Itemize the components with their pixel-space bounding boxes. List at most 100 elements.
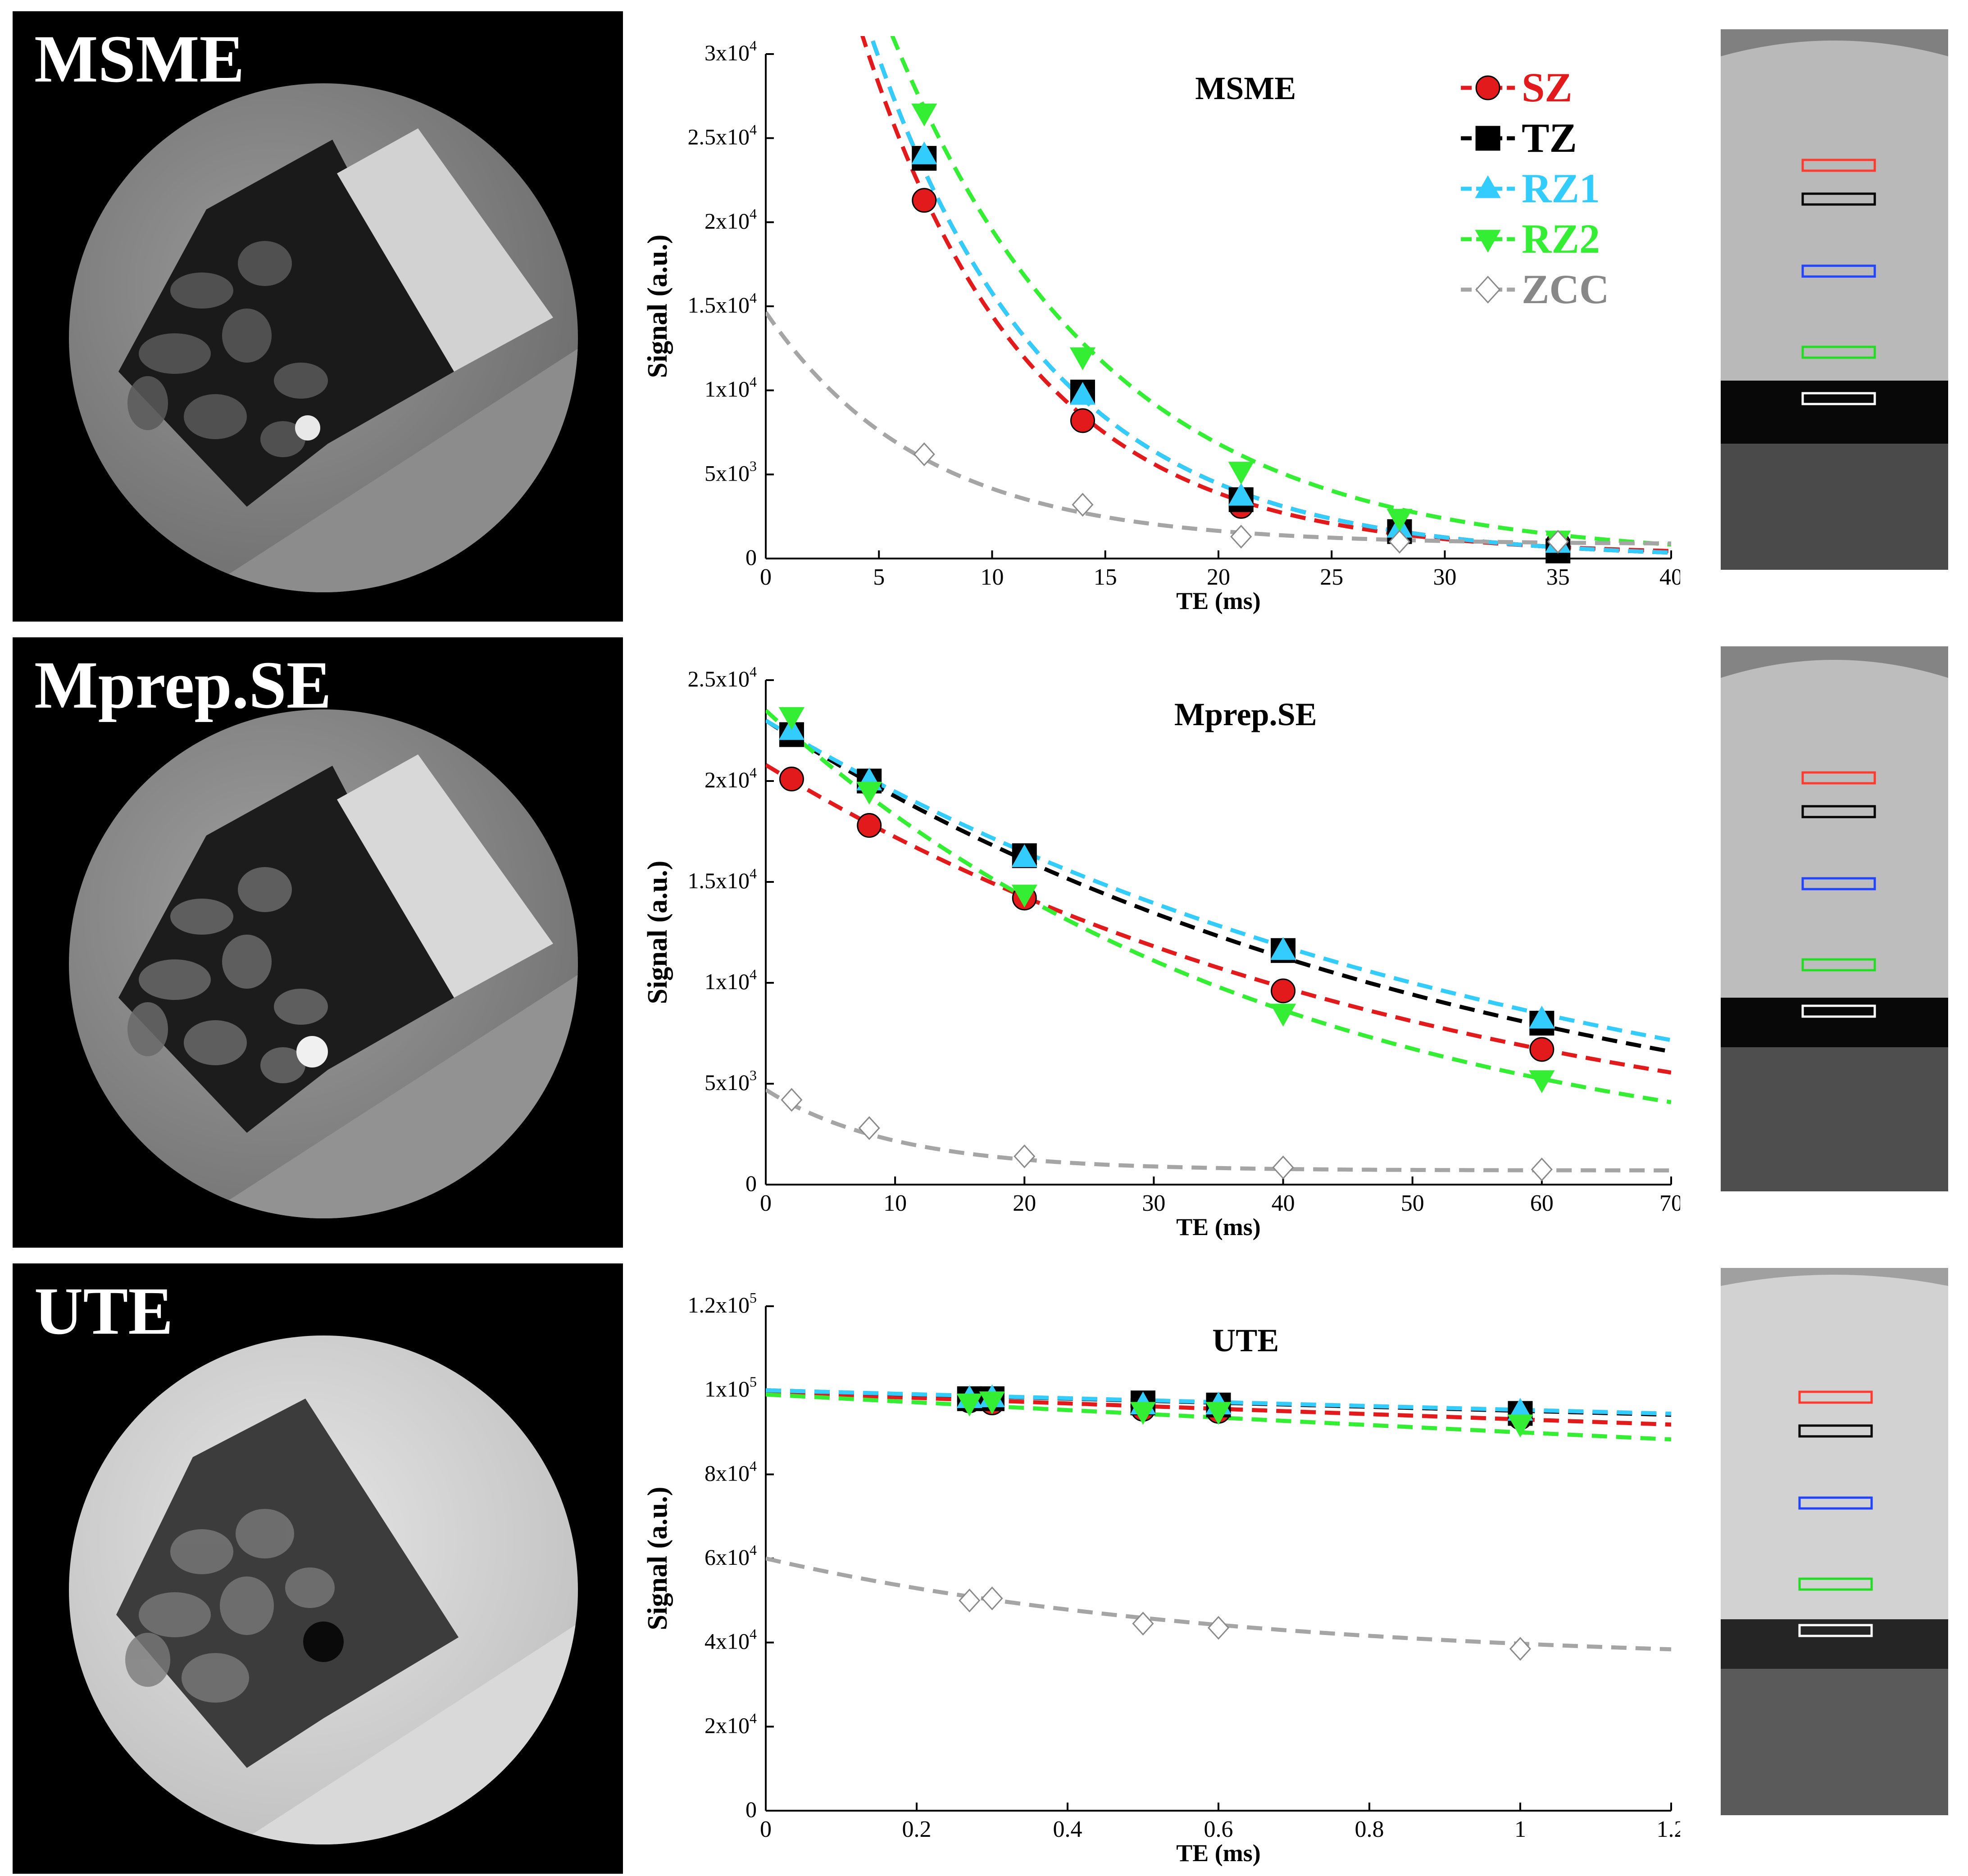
row-msme: MSME 0 5 10 15 20 25 30 35 40 0 5x103 1x104 1.5x104 2… [0, 11, 1968, 624]
data-point-zcc [1531, 1157, 1553, 1181]
data-point-rz2 [778, 707, 805, 730]
data-point-rz2 [979, 1391, 1005, 1414]
y-axis-label: Signal (a.u.) [642, 235, 673, 378]
y-tick-label: 2x104 [704, 1710, 757, 1738]
chart-mprep-se: 0 10 20 30 40 50 60 70 0 5x103 1x104 1.5x104 2x104 2.… [631, 637, 1680, 1250]
data-point-zcc [1547, 530, 1569, 554]
chart-ute: 0 0.2 0.4 0.6 0.8 1 1.2 0 2x104 4x104 6x104 8x104 1x… [631, 1263, 1680, 1876]
x-tick-label: 30 [1433, 564, 1457, 590]
data-point-rz2 [1507, 1414, 1533, 1438]
y-tick-exponent: 4 [750, 865, 757, 881]
data-point-zcc [1072, 493, 1094, 517]
data-point-rz1 [1069, 382, 1096, 405]
chart-svg-msme: 0 5 10 15 20 25 30 35 4005x1031x1041.5x1042x1042… [642, 36, 1680, 614]
x-tick-label: 10 [981, 564, 1004, 590]
series-rz2 [778, 707, 1555, 1093]
y-tick-mantissa: 2.5x10 [688, 124, 750, 150]
x-tick-label: 35 [1546, 564, 1570, 590]
legend-label-rz2: RZ2 [1522, 216, 1600, 262]
roi-box-zcc [1798, 1624, 1873, 1637]
y-tick-exponent: 4 [750, 966, 757, 982]
chart-svg-mprep-se: 0 10 20 30 40 50 60 7005x1031x1041.5x1042x1042.… [642, 663, 1680, 1240]
strip-top-edge [1721, 646, 1948, 678]
roi-box-rz1 [1801, 264, 1876, 278]
fit-curve-sz [766, 763, 1671, 1075]
data-point-rz2 [911, 103, 937, 127]
series-rz1 [778, 717, 1555, 1029]
y-tick-mantissa: 1.5x10 [688, 868, 750, 893]
data-point-rz1 [911, 141, 937, 164]
data-point-zcc [981, 1586, 1003, 1611]
series-zcc [781, 1088, 1553, 1181]
data-point-rz1 [1529, 1005, 1555, 1029]
fit-curve-zcc [766, 1088, 1671, 1172]
legend-marker-zcc [1475, 276, 1501, 304]
data-point-sz [779, 767, 804, 792]
x-tick-label: 20 [1207, 564, 1230, 590]
roi-box-tz [1801, 805, 1876, 818]
x-tick-label: 1.2 [1657, 1817, 1681, 1842]
y-tick-mantissa: 1.5x10 [688, 292, 750, 318]
y-tick-label: 0 [745, 1171, 757, 1196]
fit-curve-rz2 [890, 36, 1671, 547]
data-point-sz [1070, 408, 1095, 433]
data-point-sz [857, 813, 882, 838]
data-point-zcc [1272, 1155, 1294, 1180]
y-tick-mantissa: 2x10 [704, 767, 750, 792]
tissue-texture [127, 867, 328, 1083]
roi-strip-msme [1721, 29, 1948, 570]
roi-box-rz2 [1798, 1577, 1873, 1591]
x-tick-label: 20 [1013, 1190, 1036, 1216]
y-tick-mantissa: 5x10 [704, 1070, 750, 1095]
y-tick-exponent: 4 [750, 1626, 757, 1642]
fit-curve-tz [766, 718, 1671, 1054]
data-point-zcc [1132, 1612, 1154, 1636]
bright-spot [295, 415, 320, 441]
data-point-rz2 [1011, 885, 1037, 908]
x-tick-label: 40 [1272, 1190, 1295, 1216]
panel-label-msme: MSME [34, 22, 245, 96]
data-point-zcc [959, 1588, 981, 1613]
chart-svg-ute: 0 0.2 0.4 0.6 0.8 1 1.202x1044x1046x1048x1041x… [642, 1290, 1681, 1867]
y-tick-exponent: 4 [750, 1710, 757, 1726]
x-tick-label: 0 [760, 1817, 772, 1842]
y-tick-label: 1x105 [704, 1374, 757, 1402]
legend-label-tz: TZ [1522, 115, 1577, 161]
mri-image-mprep-se: Mprep.SE [13, 637, 623, 1248]
y-tick-label: 1.5x104 [688, 865, 757, 893]
y-tick-label: 1x104 [704, 374, 757, 402]
fit-curve-rz1 [766, 718, 1671, 1042]
y-tick-exponent: 4 [750, 374, 757, 390]
roi-box-rz2 [1801, 958, 1876, 972]
data-point-rz2 [1069, 347, 1096, 370]
series-sz [779, 767, 1554, 1062]
data-point-rz2 [1270, 1004, 1296, 1027]
y-tick-label: 1x104 [704, 966, 757, 994]
x-tick-label: 15 [1094, 564, 1117, 590]
bright-spot [296, 1036, 328, 1067]
roi-strip-svg-msme [1721, 29, 1948, 570]
roi-box-zcc [1801, 392, 1876, 405]
tissue-texture [127, 241, 328, 457]
y-tick-exponent: 4 [750, 205, 757, 222]
x-tick-label: 0 [760, 1190, 772, 1216]
y-tick-exponent: 5 [750, 1374, 757, 1390]
fit-curve-zcc [766, 311, 1671, 546]
data-point-rz2 [856, 781, 882, 805]
y-tick-exponent: 3 [750, 458, 757, 474]
y-tick-exponent: 5 [750, 1290, 757, 1306]
data-point-rz1 [1270, 937, 1296, 960]
roi-box-sz [1801, 771, 1876, 785]
mri-image-msme: MSME [13, 11, 623, 622]
x-tick-label: 0 [760, 564, 772, 590]
series-rz2 [956, 1391, 1533, 1438]
mri-slice-mprep-se [13, 637, 623, 1248]
y-tick-label: 1.2x105 [688, 1290, 757, 1317]
y-tick-mantissa: 2.5x10 [688, 666, 750, 691]
strip-top-edge [1721, 29, 1948, 56]
legend-label-rz1: RZ1 [1522, 165, 1600, 211]
series-tz [779, 722, 1554, 1036]
data-point-zcc [1207, 1616, 1230, 1640]
y-tick-exponent: 4 [750, 764, 757, 781]
y-tick-mantissa: 4x10 [704, 1629, 750, 1654]
